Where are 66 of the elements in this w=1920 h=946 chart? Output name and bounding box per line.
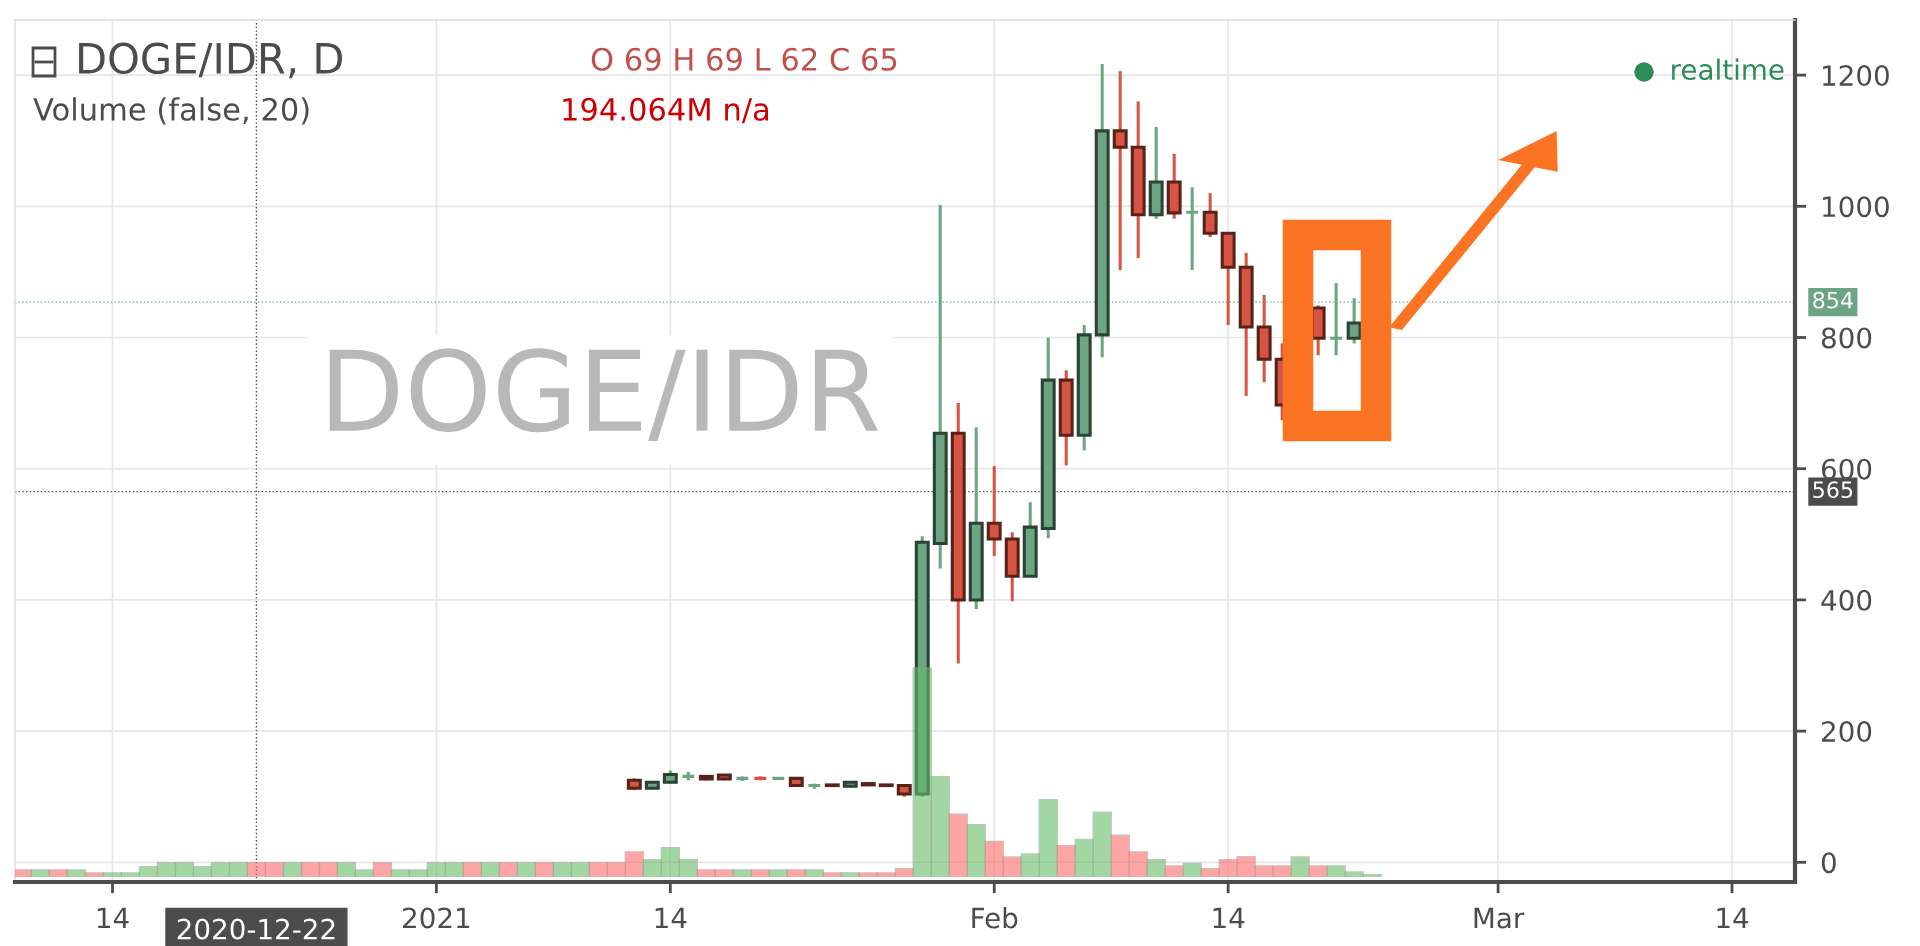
bar [1182,862,1202,877]
bar [930,775,950,877]
y-tick-label: 1000 [1823,196,1889,218]
bar [228,861,249,877]
bar [408,869,429,877]
bar [516,861,537,877]
x-tick-label: 14 [655,907,687,929]
x-tick-label: 14 [1213,907,1245,929]
bar [138,866,159,877]
bar [1092,811,1112,877]
bar [480,861,501,877]
bar [1074,838,1094,877]
annotation: realtime [1672,58,1784,81]
bar [642,858,663,877]
bar [30,869,51,877]
bar [552,861,573,877]
ref-line-label: 2020-12-22 [177,918,335,940]
annotation: 194.064M n/a [563,97,769,124]
bar [1326,865,1346,877]
bar [444,861,465,877]
y-tick-label: 0 [1821,852,1836,874]
bar [192,866,213,877]
x-tick-label: Feb [972,907,1018,929]
y-tick-label: 200 [1822,721,1872,743]
bar [840,872,860,877]
bar [102,872,123,877]
annotation: O 69 H 69 L 62 C 65 [591,47,897,71]
bar [732,869,752,877]
candlestick [1184,187,1200,270]
bar [66,869,87,877]
x-tick-label: 2021 [403,907,470,929]
bar [768,869,788,877]
bar [426,861,447,877]
bar [354,869,375,877]
candlestick [986,466,1002,556]
ref-line-label: 565 [1813,481,1853,499]
bar [390,869,411,877]
y-tick-label: 1200 [1823,65,1889,87]
bar [1038,798,1058,877]
bar [1344,871,1364,877]
annotation: Volume (false, 20) [33,97,309,125]
bar [966,824,986,877]
candlestick [1112,71,1128,270]
bar [678,858,699,877]
bar [660,847,681,877]
y-tick-label: 800 [1821,327,1872,349]
bar [282,861,303,877]
candlestick [1202,193,1218,239]
bar [336,861,357,877]
y-tick-label: 400 [1821,589,1872,611]
bar [804,869,824,877]
chart-title: DOGE/IDR, D [79,42,342,79]
bar [1146,858,1166,877]
bar [120,872,141,877]
bar [1290,856,1310,877]
bar [570,861,591,877]
bar [1020,853,1040,877]
x-tick-label: 14 [1717,907,1749,929]
x-tick-label: 14 [97,907,129,929]
annotation: DOGE/IDR [329,348,878,441]
bar [1362,874,1382,877]
x-tick-label: Mar [1474,907,1525,929]
bar [174,861,195,877]
bar [156,861,177,877]
ref-line-label: 854 [1813,291,1853,309]
bar [210,861,231,877]
